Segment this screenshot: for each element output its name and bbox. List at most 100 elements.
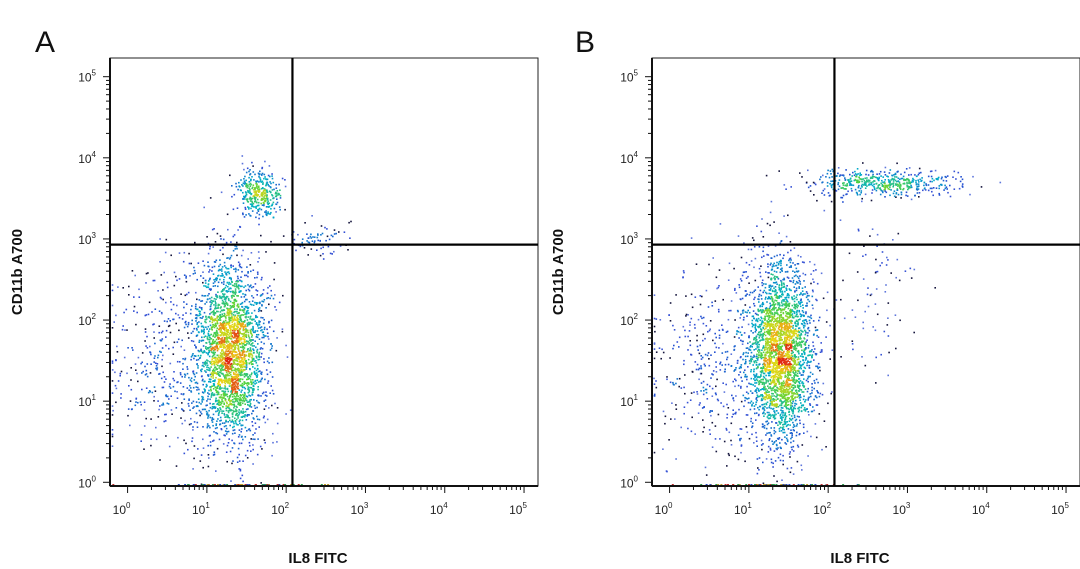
event-dot	[238, 413, 240, 416]
event-dot	[257, 323, 259, 326]
event-dot	[776, 437, 779, 440]
event-dot	[241, 384, 244, 387]
event-dot	[223, 391, 226, 394]
event-dot	[251, 339, 253, 341]
event-dot	[793, 329, 796, 331]
event-dot	[261, 194, 263, 197]
event-dot	[272, 432, 274, 435]
event-dot	[211, 407, 213, 410]
event-dot	[796, 375, 798, 377]
event-dot	[799, 372, 801, 374]
event-dot	[252, 366, 254, 368]
event-dot	[225, 451, 228, 453]
event-dot	[796, 396, 798, 398]
event-dot	[207, 398, 209, 400]
event-dot	[215, 279, 218, 282]
event-dot	[255, 382, 258, 384]
event-dot	[316, 236, 319, 239]
event-dot	[211, 321, 214, 324]
event-dot	[803, 343, 806, 345]
event-dot	[146, 363, 149, 365]
event-dot	[224, 362, 227, 365]
event-dot	[795, 267, 798, 270]
event-dot	[252, 379, 254, 381]
event-dot	[785, 296, 788, 299]
event-dot	[211, 405, 214, 408]
event-dot	[115, 314, 117, 317]
event-dot	[770, 376, 773, 379]
baseline-event-dot	[263, 484, 266, 486]
event-dot	[233, 385, 236, 388]
event-dot	[754, 279, 757, 282]
event-dot	[252, 359, 254, 361]
event-dot	[819, 392, 822, 395]
event-dot	[769, 288, 772, 290]
event-dot	[806, 295, 809, 297]
event-dot	[213, 393, 216, 395]
event-dot	[233, 310, 236, 313]
event-dot	[187, 402, 190, 405]
event-dot	[232, 290, 234, 293]
baseline-event-dot	[300, 484, 303, 486]
event-dot	[232, 306, 235, 308]
event-dot	[269, 191, 272, 193]
event-dot	[250, 286, 253, 289]
event-dot	[256, 350, 258, 352]
event-dot	[224, 377, 226, 380]
event-dot	[163, 271, 165, 274]
event-dot	[246, 415, 249, 417]
event-dot	[237, 373, 239, 376]
event-dot	[269, 199, 272, 201]
event-dot	[786, 374, 789, 376]
event-dot	[223, 353, 225, 355]
event-dot	[267, 338, 270, 340]
event-dot	[786, 264, 788, 266]
event-dot	[241, 350, 244, 352]
event-dot	[255, 323, 258, 325]
event-dot	[224, 430, 227, 432]
event-dot	[756, 320, 759, 323]
event-dot	[251, 295, 253, 297]
event-dot	[754, 257, 757, 260]
event-dot	[230, 385, 232, 387]
event-dot	[237, 356, 239, 358]
event-dot	[773, 381, 776, 383]
event-dot	[753, 349, 755, 351]
event-dot	[258, 354, 260, 356]
event-dot	[227, 323, 230, 325]
event-dot	[206, 425, 209, 427]
event-dot	[232, 351, 235, 353]
event-dot	[255, 322, 258, 324]
event-dot	[164, 251, 167, 254]
event-dot	[229, 309, 231, 311]
event-dot	[774, 312, 777, 314]
event-dot	[130, 367, 132, 369]
event-dot	[230, 277, 232, 280]
event-dot	[255, 216, 257, 219]
event-dot	[221, 367, 223, 369]
event-dot	[227, 346, 229, 349]
event-dot	[192, 353, 194, 355]
event-dot	[254, 191, 257, 193]
event-dot	[236, 358, 239, 360]
event-dot	[254, 320, 256, 322]
event-dot	[230, 353, 233, 355]
event-dot	[218, 404, 221, 406]
event-dot	[249, 368, 251, 371]
event-dot	[772, 302, 775, 304]
event-dot	[244, 416, 246, 418]
event-dot	[251, 187, 253, 190]
event-dot	[787, 277, 790, 279]
baseline-event-dot	[112, 484, 115, 486]
event-dot	[231, 432, 234, 435]
event-dot	[204, 351, 206, 353]
event-dot	[773, 410, 775, 412]
event-dot	[250, 205, 253, 207]
event-dot	[226, 381, 228, 383]
event-dot	[267, 174, 270, 177]
event-dot	[747, 352, 749, 354]
event-dot	[257, 325, 259, 327]
event-dot	[256, 187, 258, 189]
event-dot	[135, 401, 137, 403]
event-dot	[258, 321, 260, 324]
